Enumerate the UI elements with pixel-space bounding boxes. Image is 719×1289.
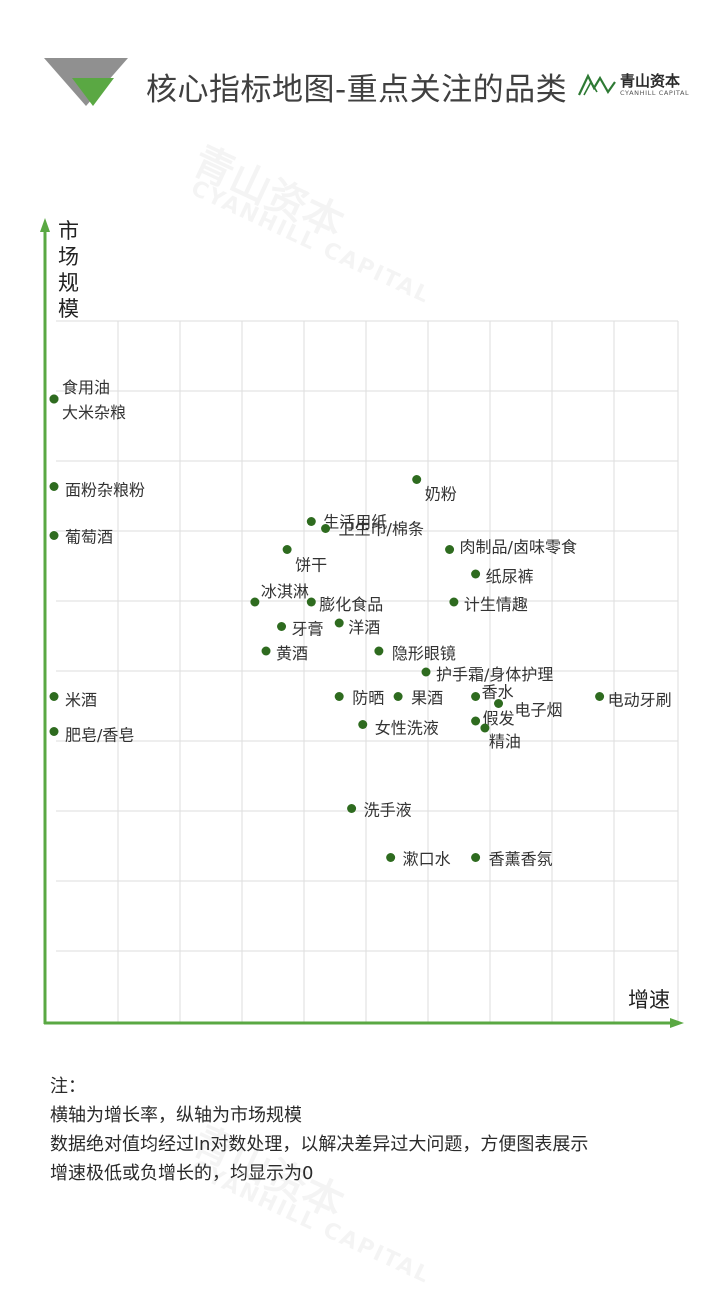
data-point	[393, 692, 403, 701]
brand-name: 青山资本	[620, 72, 681, 90]
data-point	[49, 727, 59, 736]
header: 核心指标地图-重点关注的品类 青山资本 CYANHILL CAPITAL	[0, 0, 719, 120]
data-point	[449, 597, 459, 607]
data-point	[471, 569, 481, 579]
page-title: 核心指标地图-重点关注的品类	[146, 72, 568, 108]
y-axis-label: 市场规模	[58, 219, 79, 321]
data-point	[306, 597, 316, 607]
brand-subtitle: CYANHILL CAPITAL	[620, 89, 690, 97]
data-label: 生活用纸	[323, 513, 387, 532]
data-label: 卫生巾/棉条	[339, 520, 424, 539]
x-axis-arrow-icon	[670, 1018, 684, 1028]
mountain-logo-icon	[578, 73, 616, 96]
data-label: 漱口水	[403, 850, 451, 869]
data-label: 香薰香氛	[489, 850, 553, 869]
data-point	[471, 692, 481, 701]
data-point	[49, 531, 59, 540]
data-point	[49, 692, 59, 701]
logo-triangle-icon	[44, 58, 128, 106]
data-label: 饼干	[295, 556, 327, 575]
brand-logo: 青山资本 CYANHILL CAPITAL	[578, 70, 690, 100]
data-point	[334, 618, 344, 628]
data-label: 计生情趣	[464, 595, 528, 614]
data-label: 肥皂/香皂	[65, 726, 134, 745]
data-label: 纸尿裤	[486, 567, 534, 586]
data-point	[282, 545, 292, 554]
data-label: 黄酒	[276, 644, 308, 663]
chart-grid	[56, 320, 679, 1022]
data-label: 洋酒	[348, 618, 380, 637]
data-point	[49, 482, 59, 491]
data-point	[277, 622, 287, 631]
data-label: 冰淇淋	[261, 582, 309, 601]
data-label: 米酒	[65, 691, 97, 710]
data-point	[374, 646, 384, 656]
data-label: 肉制品/卤味零食	[460, 538, 577, 557]
data-point	[386, 853, 396, 862]
data-label: 防晒	[352, 689, 384, 708]
data-label: 洗手液	[364, 801, 412, 820]
data-label: 精油	[489, 732, 521, 751]
data-point	[445, 545, 455, 554]
data-label: 葡萄酒	[65, 528, 113, 547]
data-point	[250, 597, 260, 607]
data-label: 食用油	[62, 378, 110, 397]
data-point	[595, 692, 605, 701]
data-label: 膨化食品	[319, 595, 383, 614]
notes: 注： 横轴为增长率，纵轴为市场规模 数据绝对值均经过ln对数处理，以解决差异过大…	[50, 1072, 700, 1188]
data-point	[321, 524, 331, 533]
notes-heading: 注：	[50, 1076, 86, 1097]
data-label: 奶粉	[425, 485, 457, 504]
data-point	[358, 720, 368, 729]
data-point	[261, 646, 271, 656]
data-label: 香水	[482, 683, 514, 702]
y-axis-arrow-icon	[40, 218, 50, 232]
data-point	[306, 517, 316, 526]
data-label: 护手霜/身体护理	[436, 665, 553, 684]
data-label: 牙膏	[292, 620, 324, 639]
notes-line: 增速极低或负增长的，均显示为0	[50, 1163, 314, 1184]
data-point	[412, 475, 422, 484]
data-point	[480, 723, 490, 733]
data-point	[421, 667, 431, 677]
data-label: 电子烟	[515, 701, 563, 720]
data-label: 电动牙刷	[608, 691, 672, 710]
data-point	[334, 692, 344, 701]
data-point	[347, 804, 357, 813]
notes-line: 横轴为增长率，纵轴为市场规模	[50, 1105, 302, 1126]
data-point	[49, 394, 59, 404]
data-point	[471, 716, 481, 726]
data-label: 大米杂粮	[62, 403, 126, 422]
data-label: 隐形眼镜	[392, 644, 456, 663]
data-label: 假发	[483, 709, 515, 728]
chart-axes	[40, 218, 684, 1028]
data-point	[471, 853, 481, 862]
data-label: 果酒	[411, 689, 443, 708]
notes-line: 数据绝对值均经过ln对数处理，以解决差异过大问题，方便图表展示	[50, 1134, 589, 1155]
data-label: 面粉杂粮粉	[65, 481, 145, 500]
x-axis-label: 增速	[628, 988, 670, 1012]
data-label: 女性洗液	[375, 719, 439, 738]
data-point	[494, 699, 504, 708]
